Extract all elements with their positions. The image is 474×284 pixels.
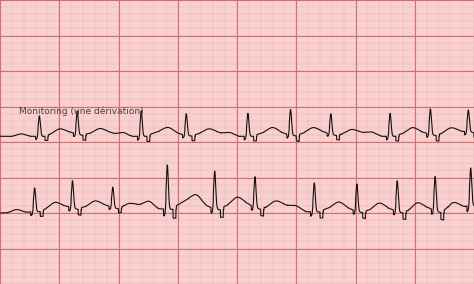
Text: Monitoring (une dérivation): Monitoring (une dérivation) bbox=[19, 106, 144, 116]
